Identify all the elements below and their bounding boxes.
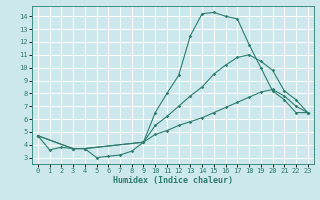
X-axis label: Humidex (Indice chaleur): Humidex (Indice chaleur)	[113, 176, 233, 185]
